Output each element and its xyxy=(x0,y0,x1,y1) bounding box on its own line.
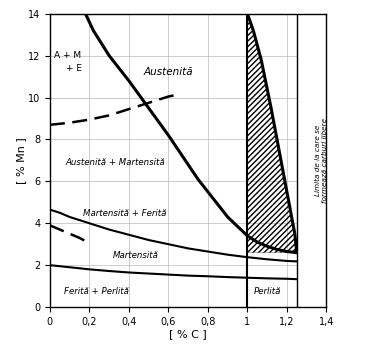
Text: A + M: A + M xyxy=(54,51,81,60)
Text: Austenită + Martensită: Austenită + Martensită xyxy=(66,158,166,167)
Text: Martensită: Martensită xyxy=(113,251,159,260)
X-axis label: [ % C ]: [ % C ] xyxy=(169,329,207,339)
Bar xyxy=(297,14,326,307)
Text: Martensită + Ferită: Martensită + Ferită xyxy=(83,209,167,218)
Text: + E: + E xyxy=(66,64,82,73)
Text: Perlită: Perlită xyxy=(253,287,281,296)
Text: Limita de la care se
formează carburi libere: Limita de la care se formează carburi li… xyxy=(315,118,328,203)
Text: Austenită: Austenită xyxy=(144,68,193,77)
Text: Ferită + Perlită: Ferită + Perlită xyxy=(64,287,129,296)
Y-axis label: [ % Mn ]: [ % Mn ] xyxy=(17,137,26,184)
